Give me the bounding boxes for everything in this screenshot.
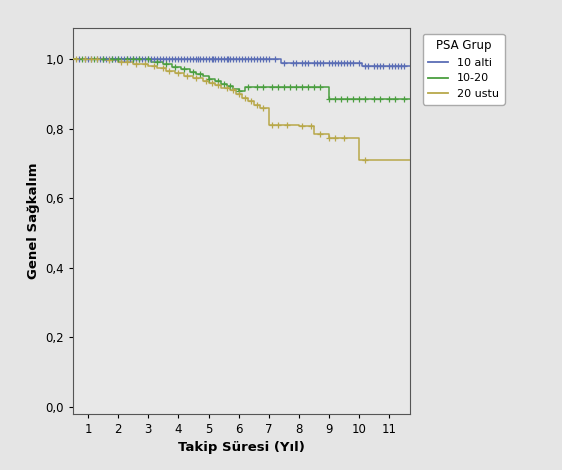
X-axis label: Takip Süresi (Yıl): Takip Süresi (Yıl) — [178, 441, 305, 454]
Y-axis label: Genel Sağkalım: Genel Sağkalım — [27, 163, 40, 279]
Legend: 10 alti, 10-20, 20 ustu: 10 alti, 10-20, 20 ustu — [423, 34, 505, 104]
